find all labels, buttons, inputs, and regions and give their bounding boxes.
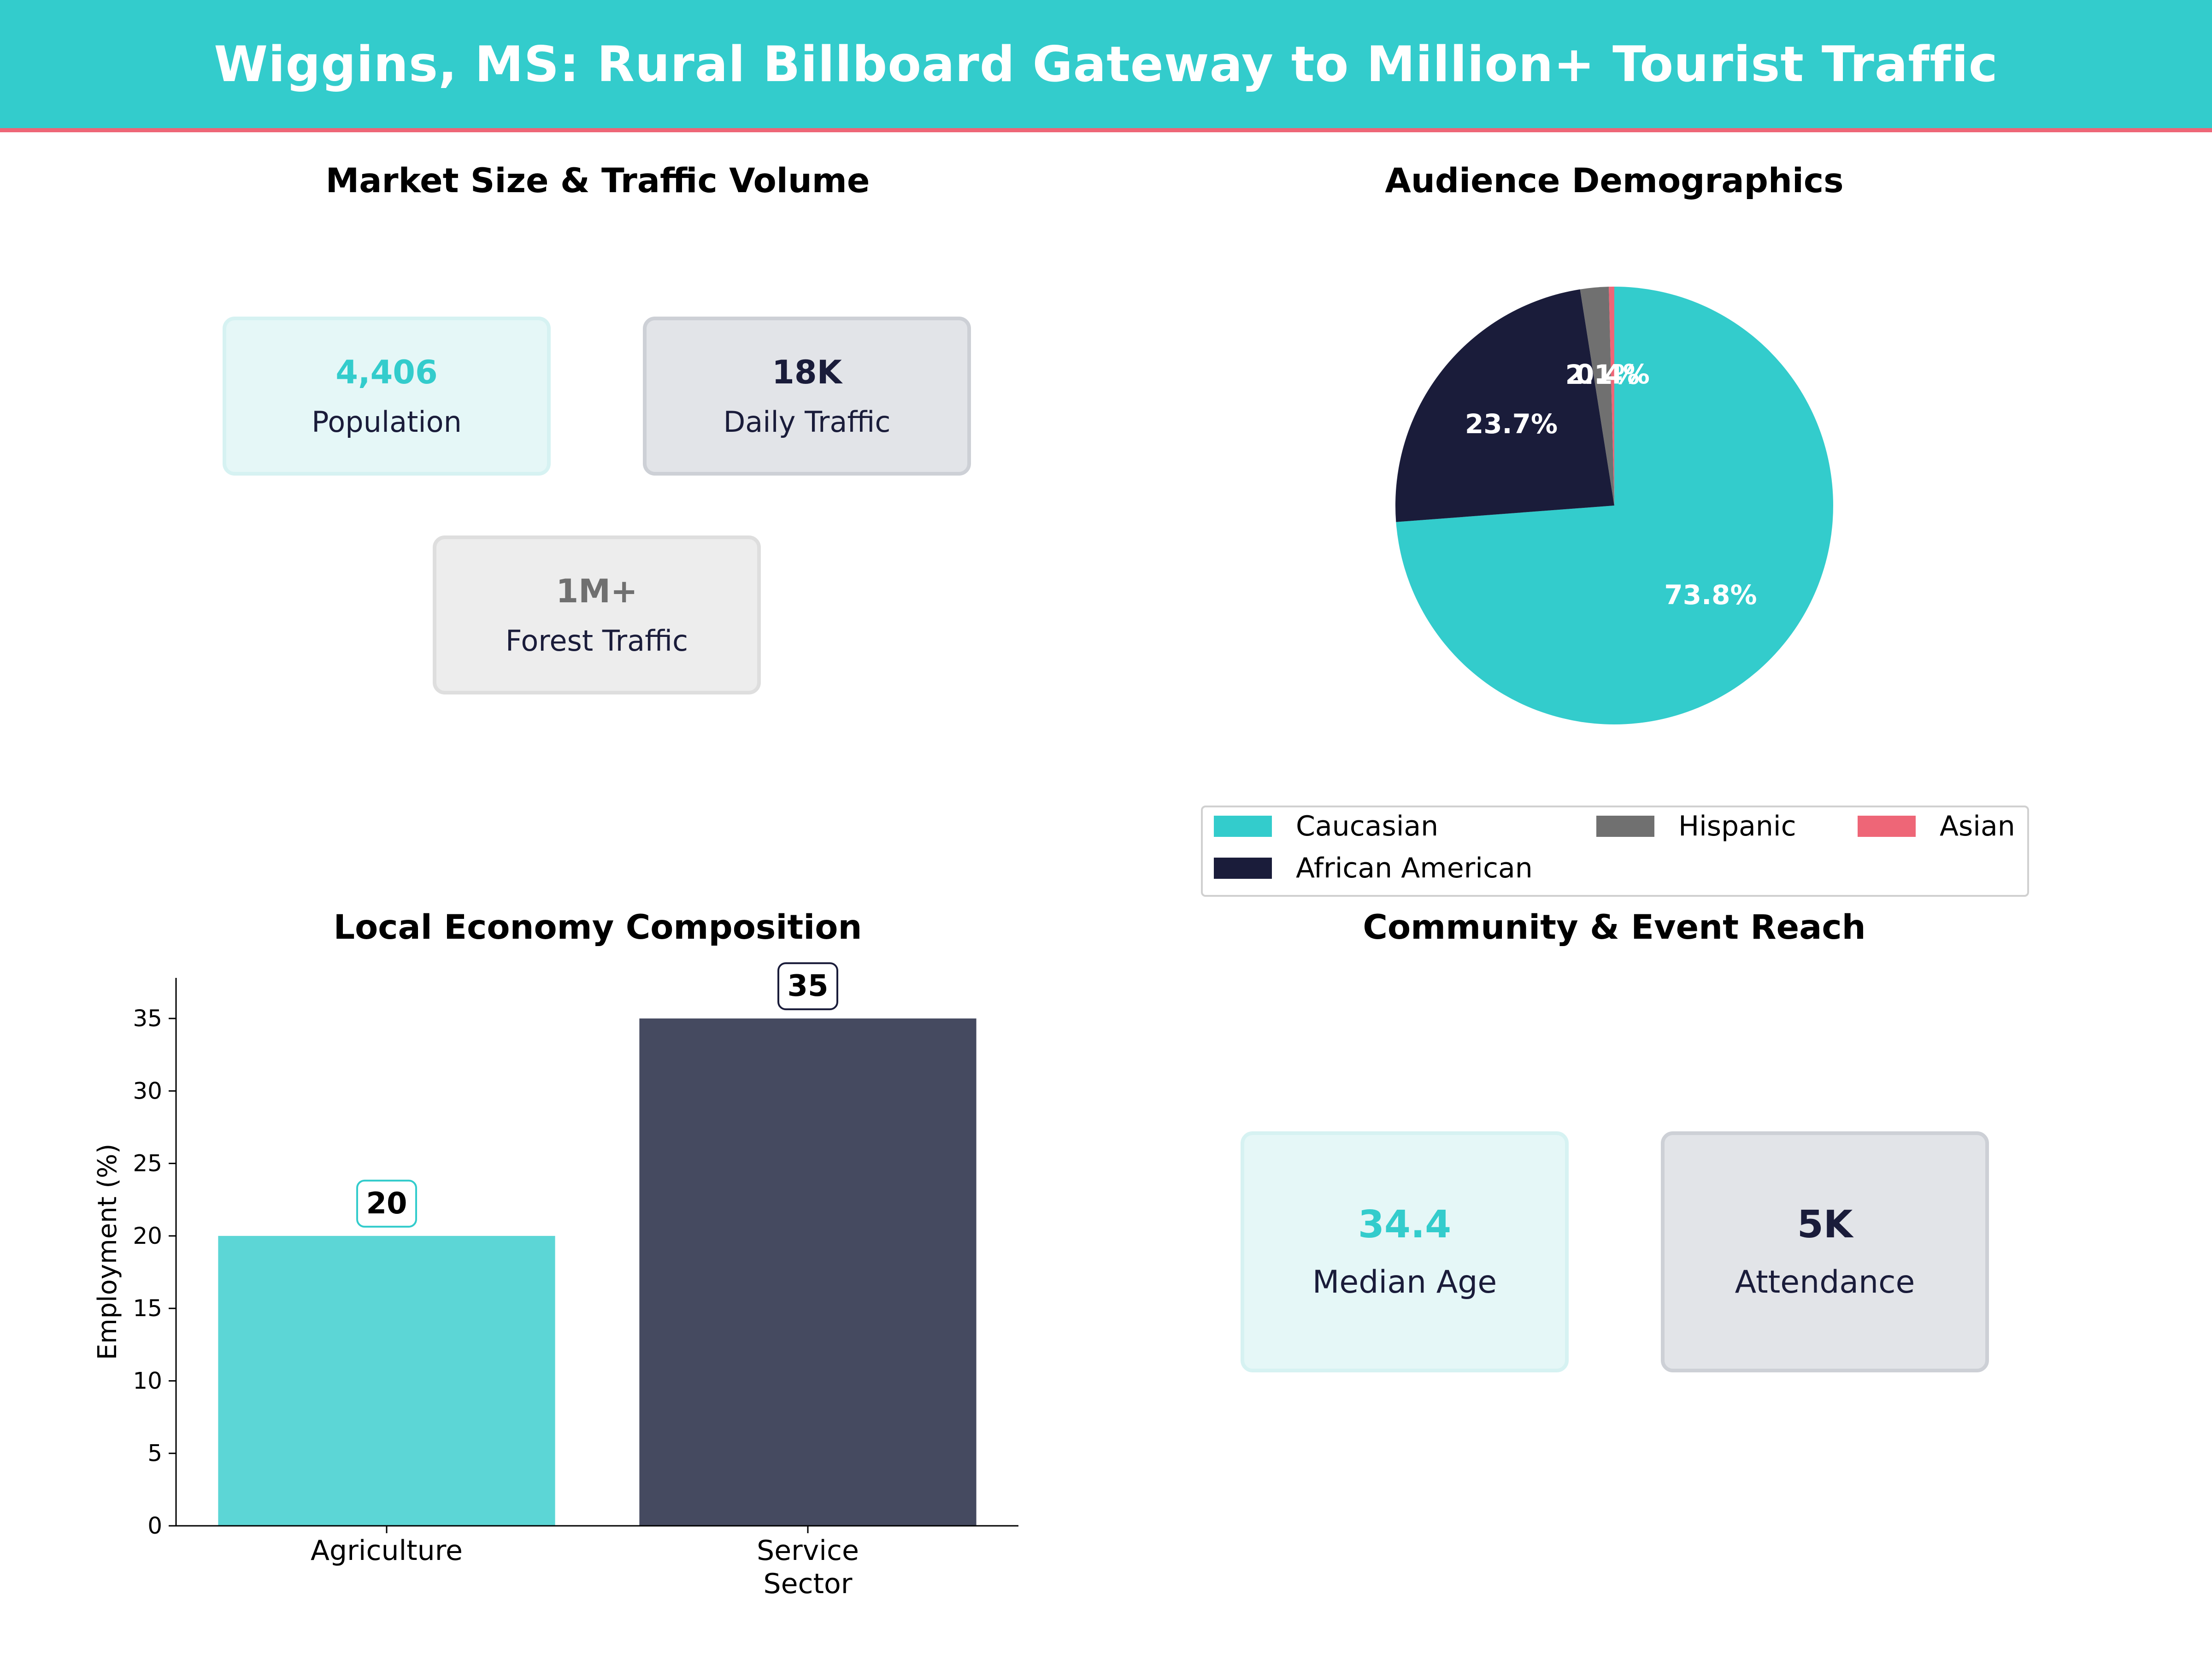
population-label: Population xyxy=(312,405,462,439)
population-value: 4,406 xyxy=(335,353,438,391)
legend-swatch-hispanic xyxy=(1596,816,1654,837)
y-axis-label: Employment (%) xyxy=(93,1144,123,1360)
legend-label-african-american: African American xyxy=(1296,852,1533,884)
bar-service-sector xyxy=(639,1018,977,1526)
legend-swatch-asian xyxy=(1858,816,1916,837)
legend-item-hispanic: Hispanic xyxy=(1596,810,1796,842)
forest-traffic-label: Forest Traffic xyxy=(505,624,688,658)
x-tick-label-agriculture: Agriculture xyxy=(311,1535,463,1567)
bar-agriculture xyxy=(218,1235,555,1526)
x-tick-label-service-sector-line-2: Sector xyxy=(764,1568,853,1600)
y-tick-label: 0 xyxy=(147,1512,162,1539)
y-tick-label: 20 xyxy=(133,1223,162,1249)
demographics-section-title: Audience Demographics xyxy=(1385,161,1844,200)
legend-item-caucasian: Caucasian xyxy=(1214,810,1438,842)
legend-swatch-african-american xyxy=(1214,858,1272,879)
legend-label-caucasian: Caucasian xyxy=(1296,810,1439,842)
bar-value-box-agriculture xyxy=(356,1179,417,1228)
legend-item-asian: Asian xyxy=(1858,810,2015,842)
legend-label-asian: Asian xyxy=(1940,810,2015,842)
pie-label-hispanic: 2.1% xyxy=(1565,359,1640,390)
daily-traffic-value: 18K xyxy=(772,353,842,391)
pie-slice-african-american xyxy=(1395,289,1614,522)
forest-traffic-card: 1M+ Forest Traffic xyxy=(433,535,761,694)
bar-value-label-service-sector: 35 xyxy=(787,969,828,1003)
market-section-title: Market Size & Traffic Volume xyxy=(325,161,870,200)
demographics-pie-chart: 73.8% 23.7%2.1%0.4% xyxy=(1395,287,1833,724)
y-tick-label: 35 xyxy=(133,1005,162,1032)
bar-value-box-service-sector xyxy=(777,962,838,1011)
legend-swatch-caucasian xyxy=(1214,816,1272,837)
demographics-legend: Caucasian African American Hispanic Asia… xyxy=(1201,806,2029,897)
y-tick-label: 5 xyxy=(147,1440,162,1467)
population-card: 4,406 Population xyxy=(223,317,551,476)
economy-section-title: Local Economy Composition xyxy=(333,908,862,947)
page-title: Wiggins, MS: Rural Billboard Gateway to … xyxy=(214,35,1998,93)
pie-label-african-american: 23.7% xyxy=(1465,408,1558,440)
median-age-card: 34.4 Median Age xyxy=(1241,1131,1569,1372)
header-banner: Wiggins, MS: Rural Billboard Gateway to … xyxy=(0,0,2212,132)
pie-slice-hispanic xyxy=(1580,287,1614,506)
daily-traffic-label: Daily Traffic xyxy=(723,405,891,439)
attendance-label: Attendance xyxy=(1735,1264,1915,1300)
median-age-value: 34.4 xyxy=(1358,1202,1452,1247)
y-tick-label: 15 xyxy=(133,1295,162,1322)
y-tick-label: 10 xyxy=(133,1367,162,1394)
pie-label-caucasian: 73.8% xyxy=(1664,579,1757,611)
bar-value-label-agriculture: 20 xyxy=(366,1187,407,1221)
forest-traffic-value: 1M+ xyxy=(556,572,638,610)
community-section-title: Community & Event Reach xyxy=(1363,908,1866,947)
x-tick-label-service-sector-line-1: Service xyxy=(757,1535,859,1567)
attendance-value: 5K xyxy=(1797,1202,1853,1247)
pie-label-asian: 0.4% xyxy=(1576,359,1650,390)
y-tick-label: 25 xyxy=(133,1150,162,1177)
median-age-label: Median Age xyxy=(1312,1264,1497,1300)
pie-slice-caucasian xyxy=(1396,287,1833,724)
pie-slice-asian xyxy=(1609,287,1614,506)
legend-label-hispanic: Hispanic xyxy=(1678,810,1796,842)
y-tick-label: 30 xyxy=(133,1077,162,1104)
attendance-card: 5K Attendance xyxy=(1661,1131,1989,1372)
legend-item-african-american: African American xyxy=(1214,852,1533,884)
daily-traffic-card: 18K Daily Traffic xyxy=(643,317,971,476)
